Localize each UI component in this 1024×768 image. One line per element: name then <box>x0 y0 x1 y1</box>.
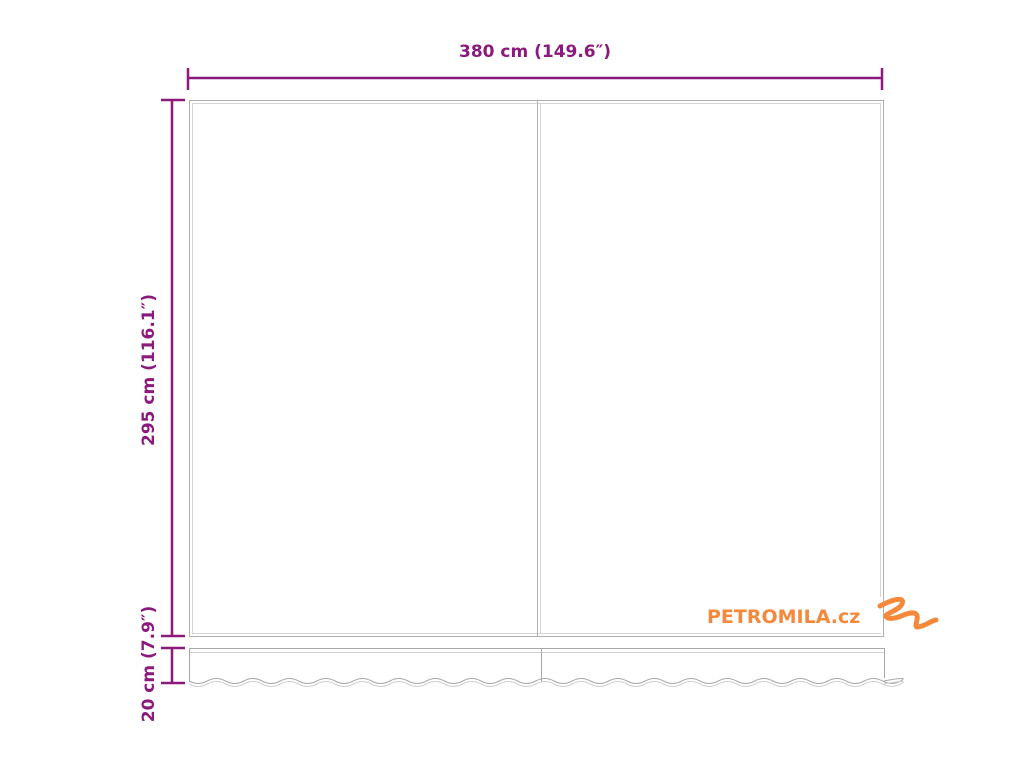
height-dimension <box>161 98 185 638</box>
valance <box>188 648 904 687</box>
valance-wave-edge <box>188 678 904 684</box>
width-label: 380 cm (149.6″) <box>459 42 611 62</box>
valance-label: 20 cm (7.9″) <box>139 606 159 723</box>
logo-text: PETROMILA.cz <box>707 606 860 628</box>
awning-panel <box>189 100 884 637</box>
logo-swoosh-icon <box>877 596 939 630</box>
valance-dimension <box>161 646 185 685</box>
width-dimension <box>186 68 884 90</box>
height-label: 295 cm (116.1″) <box>139 294 159 446</box>
logo-background <box>696 597 882 633</box>
